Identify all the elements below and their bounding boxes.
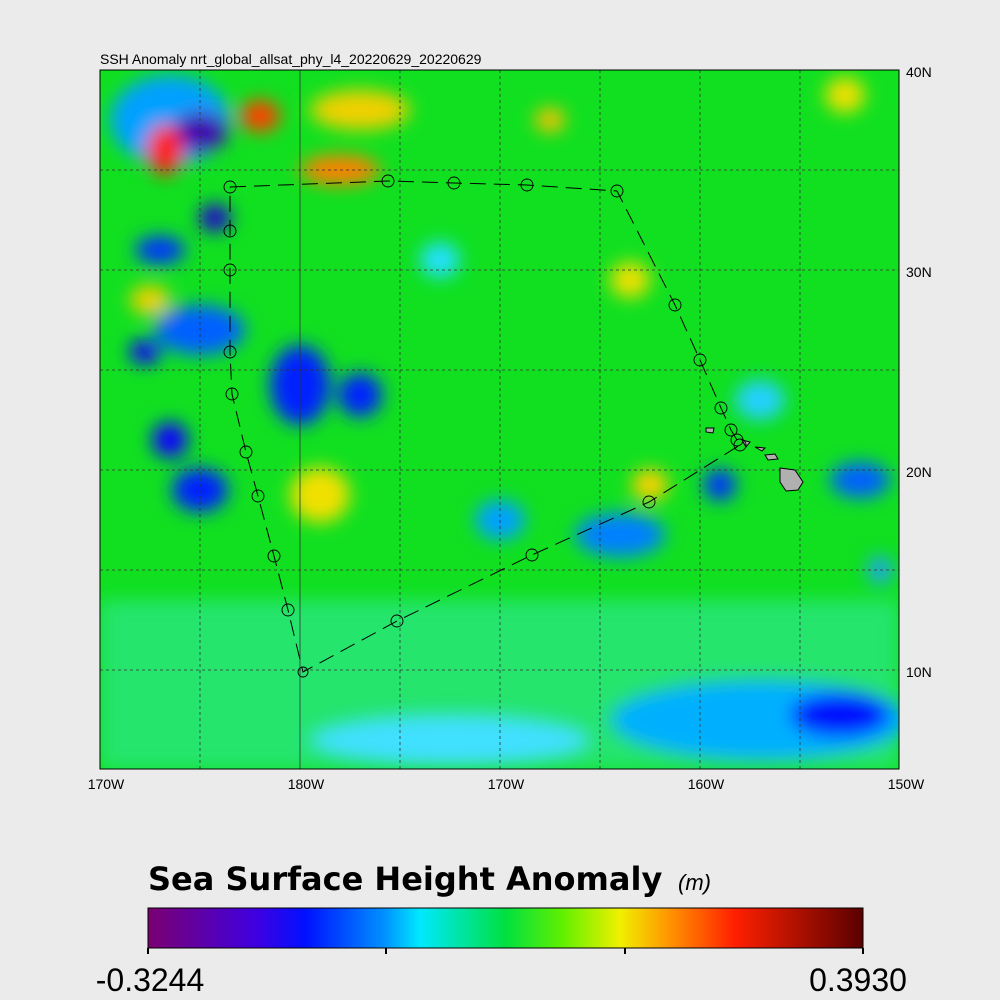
ssh-field <box>100 70 899 769</box>
y-label: 30N <box>906 264 932 280</box>
x-labels: 170W 180W 170W 160W 150W <box>88 776 925 792</box>
x-label: 160W <box>688 776 725 792</box>
colorbar-title: Sea Surface Height Anomaly <box>148 860 662 898</box>
x-label: 170W <box>88 776 125 792</box>
y-label: 40N <box>906 64 932 80</box>
islands <box>705 427 804 492</box>
colorbar-ticks <box>147 948 864 954</box>
x-label: 180W <box>288 776 325 792</box>
colorbar-max: 0.3930 <box>809 962 907 998</box>
y-labels: 40N 30N 20N 10N <box>906 64 932 680</box>
colorbar-min: -0.3244 <box>96 962 205 998</box>
map-title: SSH Anomaly nrt_global_allsat_phy_l4_202… <box>100 51 482 67</box>
colorbar <box>147 907 864 949</box>
grid <box>100 70 899 769</box>
x-label: 150W <box>888 776 925 792</box>
x-label: 170W <box>488 776 525 792</box>
map-frame <box>99 69 900 770</box>
y-label: 10N <box>906 664 932 680</box>
y-label: 20N <box>906 464 932 480</box>
colorbar-unit: (m) <box>678 870 711 895</box>
ship-track <box>223 174 747 678</box>
